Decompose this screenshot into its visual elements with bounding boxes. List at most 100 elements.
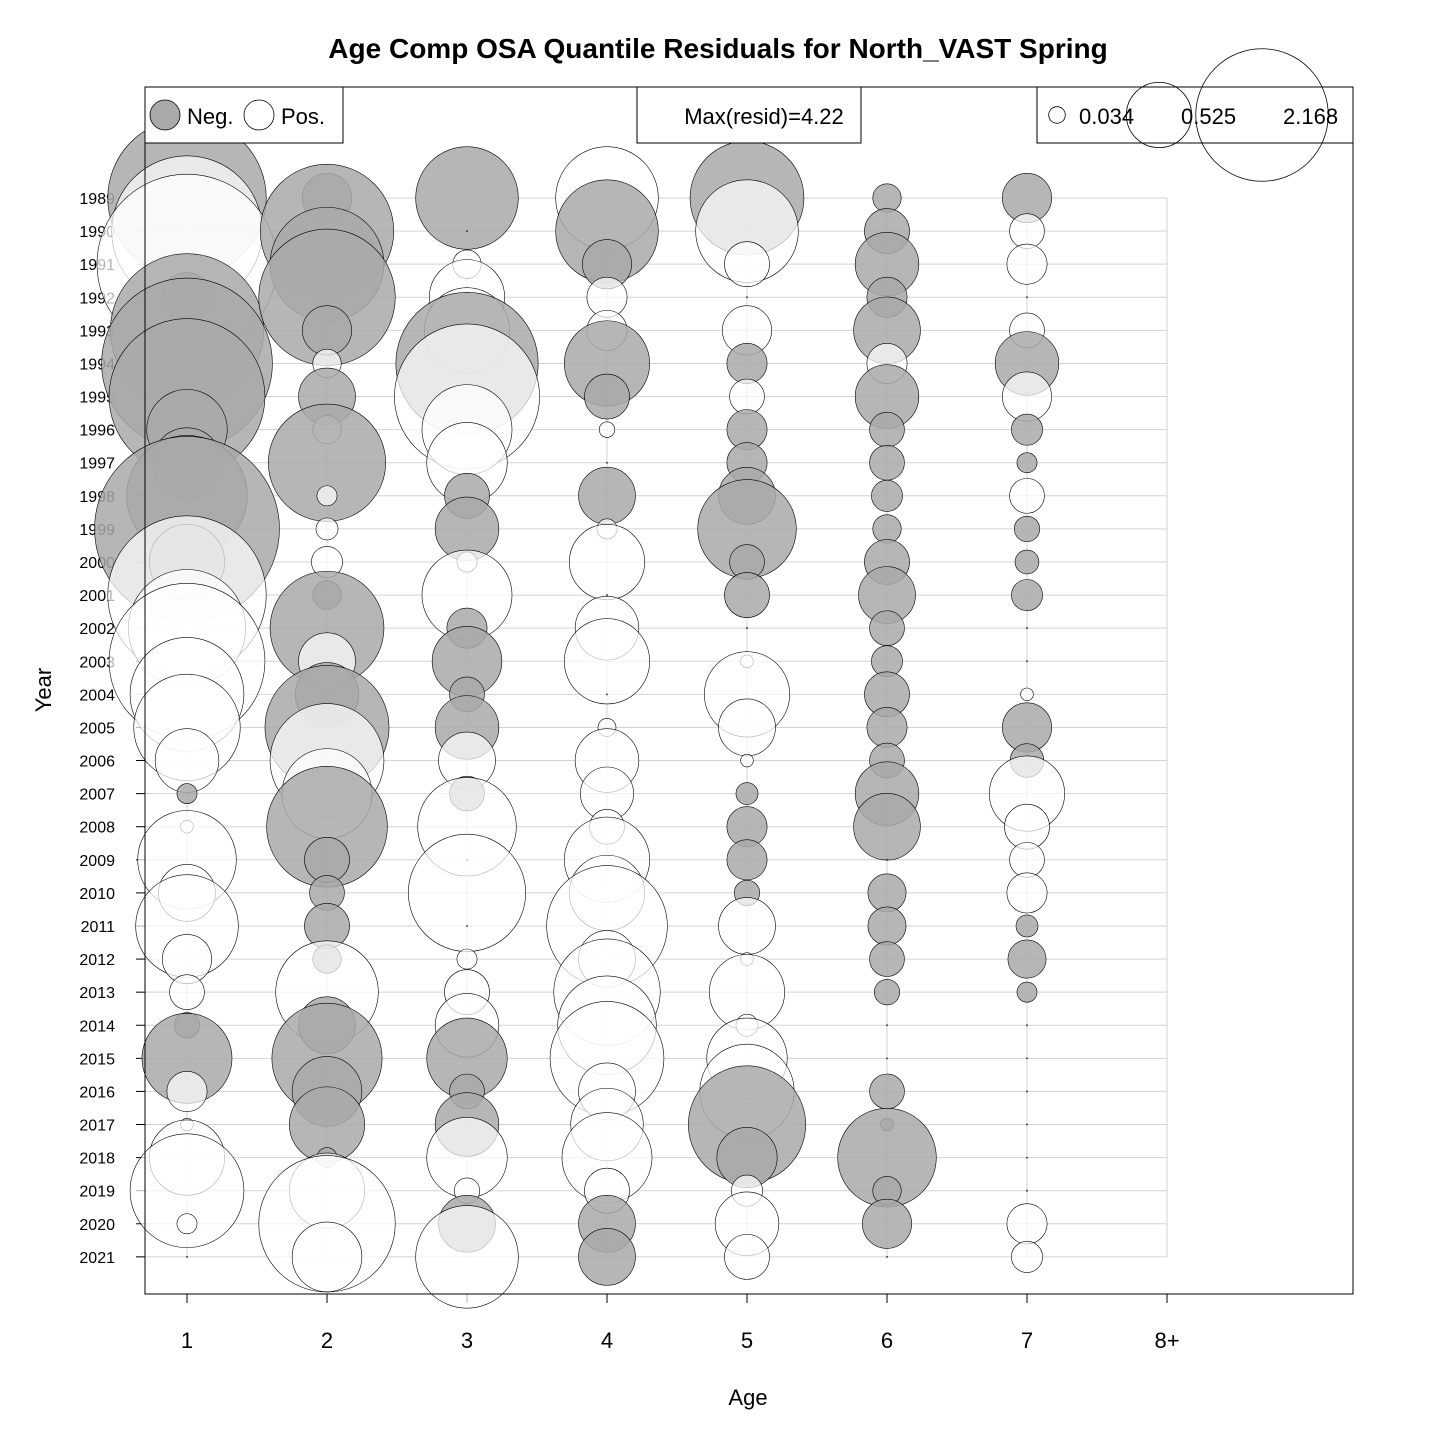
y-tick-label: 2006 [79, 754, 115, 771]
residual-bubble [746, 627, 748, 630]
residual-bubble [853, 793, 921, 861]
residual-bubble [724, 1234, 770, 1280]
residual-bubble [154, 728, 220, 793]
residual-bubble [869, 1073, 905, 1110]
residual-bubble [1026, 1024, 1028, 1027]
y-tick-label: 2021 [79, 1250, 115, 1267]
legend-size-box [1036, 86, 1354, 144]
y-tick-label: 2019 [79, 1184, 115, 1201]
residual-bubble [740, 753, 754, 768]
x-tick-label: 7 [1021, 1328, 1033, 1353]
x-tick-label: 2 [321, 1328, 333, 1353]
size-legend-marks [1048, 48, 1329, 182]
size-legend-label-1: 0.034 [1079, 104, 1134, 129]
residual-bubble [1026, 296, 1028, 299]
legend-max: Max(resid)=4.22 [636, 86, 862, 144]
residual-bubble [873, 979, 901, 1006]
x-tick-label: 3 [461, 1328, 473, 1353]
residual-bubble [1020, 687, 1034, 702]
residual-bubble [1013, 515, 1041, 542]
residual-bubble [166, 1071, 208, 1112]
residual-bubbles [94, 118, 1065, 1309]
residual-bubble [869, 411, 905, 448]
y-tick-label: 1996 [79, 423, 115, 440]
legend-neg-label: Neg. [187, 104, 233, 129]
residual-bubble [578, 467, 636, 525]
residual-bubble [1006, 1203, 1048, 1245]
y-tick-label: 2009 [79, 853, 115, 870]
size-legend-circle [1195, 48, 1329, 182]
y-tick-label: 2004 [79, 687, 115, 704]
residual-bubble [718, 897, 776, 955]
residual-bubble [564, 618, 650, 705]
residual-bubble [408, 833, 526, 952]
residual-bubble [169, 974, 205, 1010]
residual-bubble [872, 514, 902, 544]
residual-bubble [886, 1255, 888, 1258]
legend-max-box [636, 86, 862, 144]
y-tick-label: 2012 [79, 952, 115, 969]
residual-bubble [869, 941, 905, 977]
residual-bubble [1009, 842, 1045, 878]
y-tick-label: 2020 [79, 1217, 115, 1234]
y-tick-label: 2003 [79, 654, 115, 671]
residual-bubble [302, 305, 352, 356]
residual-bubble [316, 485, 338, 507]
residual-bubble [869, 610, 905, 646]
legend-pos-circle [243, 99, 275, 131]
residual-bubble [606, 594, 608, 596]
residual-bubble [886, 1024, 888, 1027]
residual-bubble [718, 698, 776, 757]
residual-bubble [569, 524, 645, 600]
residual-bubble [1006, 872, 1048, 914]
residual-bubble [886, 858, 888, 861]
residual-bubble [1016, 981, 1038, 1003]
residual-bubble [1026, 660, 1028, 663]
y-tick-label: 2016 [79, 1084, 115, 1101]
y-tick-label: 2008 [79, 820, 115, 837]
residual-bubble [176, 1213, 198, 1235]
y-tick-label: 2017 [79, 1118, 115, 1135]
y-tick-label: 2018 [79, 1151, 115, 1168]
x-tick-label: 8+ [1154, 1328, 1179, 1353]
residual-bubble [176, 783, 198, 804]
y-tick-label: 1997 [79, 456, 115, 473]
residual-bubble [746, 296, 748, 299]
residual-bubble [315, 517, 339, 541]
y-tick-label: 2011 [81, 919, 116, 936]
x-tick-label: 4 [601, 1328, 613, 1353]
residual-bubble [1006, 243, 1048, 285]
y-tick-label: 2010 [79, 886, 115, 903]
y-axis-label: Year [31, 668, 56, 712]
residual-bubble [729, 378, 765, 415]
residual-bubble [886, 1057, 888, 1060]
residual-bubble [1007, 939, 1047, 979]
residual-bubble [1009, 478, 1045, 514]
residual-bubble [186, 1255, 188, 1258]
residual-bubble [466, 925, 468, 927]
y-tick-label: 2007 [79, 787, 115, 804]
residual-bubble [1014, 549, 1040, 575]
residual-bubble [291, 1221, 363, 1293]
residual-bubble [129, 1133, 245, 1248]
residual-bubble [1009, 213, 1045, 249]
y-tick-label: 1995 [79, 390, 115, 407]
residual-bubble [724, 241, 770, 287]
y-tick-label: 1989 [79, 191, 115, 208]
residual-bubble [1026, 1189, 1028, 1192]
legend-sign: Neg. Pos. [144, 86, 344, 144]
x-tick-label: 6 [881, 1328, 893, 1353]
residual-bubble [726, 839, 768, 881]
residual-bubble [1026, 1090, 1028, 1093]
legend-pos-label: Pos. [281, 104, 325, 129]
y-tick-label: 2014 [79, 1018, 115, 1035]
size-legend-circle [1048, 106, 1066, 124]
y-tick-label: 2001 [79, 588, 115, 605]
x-axis-label: Age [728, 1385, 767, 1410]
residual-bubble [1026, 1156, 1028, 1159]
residual-bubble [1011, 1240, 1043, 1273]
residual-bubble [866, 707, 908, 748]
residual-bubble [867, 906, 907, 946]
y-tick-label: 2013 [79, 985, 115, 1002]
